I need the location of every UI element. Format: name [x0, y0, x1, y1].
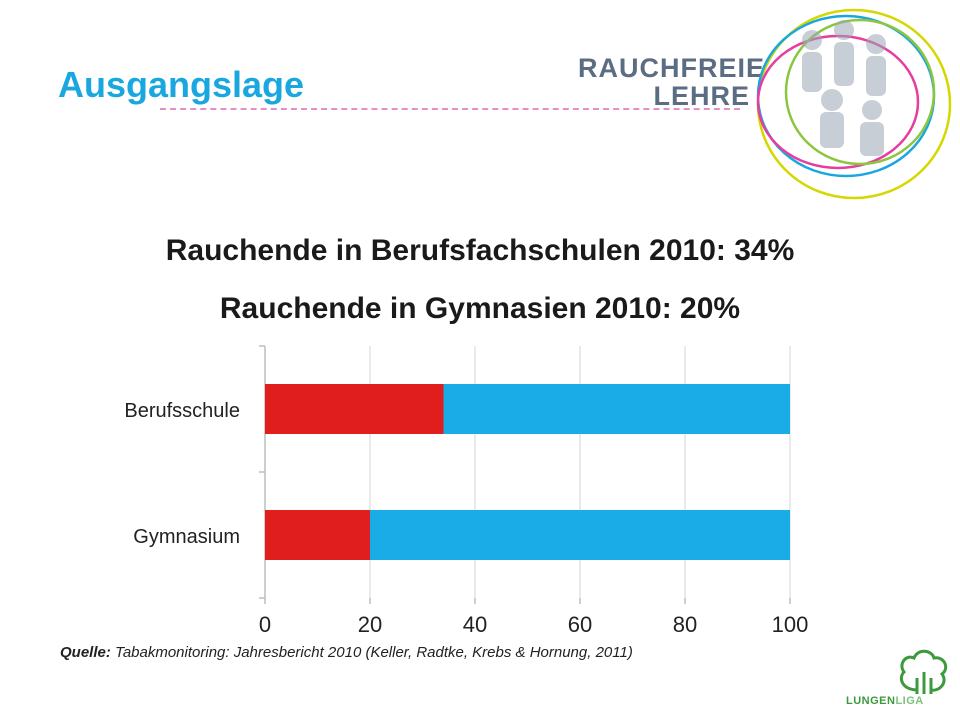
- lungenliga-tree-icon: [899, 649, 948, 694]
- rauchfreie-lehre-logo: RAUCHFREIE LEHRE: [578, 53, 766, 111]
- x-tick-label-40: 40: [463, 612, 487, 637]
- bar-berufsschule-seg-0: [265, 384, 444, 434]
- category-label-gymnasium: Gymnasium: [133, 526, 240, 548]
- heading-berufsfachschulen: Rauchende in Berufsfachschulen 2010: 34%: [165, 234, 795, 267]
- bar-gymnasium-seg-0: [265, 510, 370, 560]
- x-tick-label-100: 100: [772, 612, 809, 637]
- title-divider: [160, 108, 740, 110]
- bar-berufsschule-seg-1: [443, 384, 790, 434]
- x-tick-label-80: 80: [673, 612, 697, 637]
- source-note: Quelle: Tabakmonitoring: Jahresbericht 2…: [60, 644, 633, 661]
- bar-gymnasium-seg-1: [370, 510, 790, 560]
- slide-title: Ausgangslage: [58, 64, 305, 105]
- logo-circles-icon: [756, 8, 952, 200]
- smoking-rate-chart: 0 20 40 60 80 100 Berufsschule Gymnasium: [124, 345, 809, 637]
- x-tick-label-0: 0: [259, 612, 271, 637]
- x-tick-label-20: 20: [358, 612, 382, 637]
- logo-line-2: LEHRE: [653, 81, 750, 111]
- lungenliga-part2: LIGA: [895, 695, 924, 707]
- x-tick-label-60: 60: [568, 612, 592, 637]
- lungenliga-logo: LUNGENLIGA: [846, 695, 924, 707]
- heading-gymnasien: Rauchende in Gymnasien 2010: 20%: [219, 292, 741, 325]
- category-label-berufsschule: Berufsschule: [124, 400, 240, 422]
- lungenliga-part1: LUNGEN: [846, 695, 896, 707]
- source-text: Tabakmonitoring: Jahresbericht 2010 (Kel…: [115, 644, 633, 661]
- logo-line-1: RAUCHFREIE: [578, 53, 766, 83]
- source-label: Quelle:: [60, 644, 111, 661]
